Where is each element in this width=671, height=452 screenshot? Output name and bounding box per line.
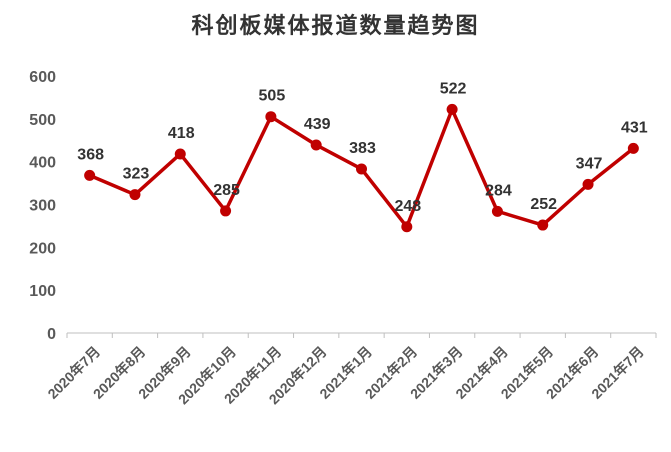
data-label: 383 <box>349 140 376 157</box>
data-label: 285 <box>213 182 240 199</box>
data-point <box>401 221 413 233</box>
data-label: 505 <box>259 88 286 105</box>
y-tick-label: 300 <box>29 198 56 215</box>
chart-title: 科创板媒体报道数量趋势图 <box>191 13 480 39</box>
y-tick-label: 200 <box>29 240 56 257</box>
data-point <box>265 111 277 123</box>
y-tick-label: 500 <box>29 112 56 129</box>
data-point <box>491 205 503 217</box>
data-label: 522 <box>440 80 467 97</box>
data-labels: 368 323 418 285 505 439 383 248 522 284 252 347 431 <box>77 80 647 214</box>
data-label: 368 <box>77 146 104 163</box>
data-points <box>84 103 639 233</box>
x-axis-tick-labels: 2020年7月2020年8月2020年9月2020年10月2020年11月202… <box>44 343 646 407</box>
data-label: 252 <box>530 196 557 213</box>
y-axis-tick-labels: 0 100 200 300 400 500 600 <box>29 69 56 343</box>
data-point <box>627 142 639 154</box>
data-point <box>129 189 141 201</box>
data-point <box>537 219 549 231</box>
data-point <box>84 169 96 181</box>
data-label: 418 <box>168 125 195 142</box>
data-point <box>356 163 367 175</box>
data-label: 431 <box>621 119 648 136</box>
data-point <box>582 178 594 190</box>
y-tick-label: 600 <box>29 69 56 86</box>
y-tick-label: 100 <box>29 283 56 300</box>
y-tick-label: 0 <box>47 326 56 343</box>
data-point <box>310 139 322 151</box>
x-axis-ticks <box>66 333 657 338</box>
data-label: 284 <box>485 182 512 199</box>
data-label: 248 <box>394 198 421 215</box>
data-point <box>174 148 186 160</box>
data-point <box>220 205 232 217</box>
data-label: 439 <box>304 116 331 133</box>
data-label: 347 <box>576 155 603 172</box>
data-point <box>446 103 458 115</box>
data-label: 323 <box>123 166 150 183</box>
y-tick-label: 400 <box>29 155 56 172</box>
